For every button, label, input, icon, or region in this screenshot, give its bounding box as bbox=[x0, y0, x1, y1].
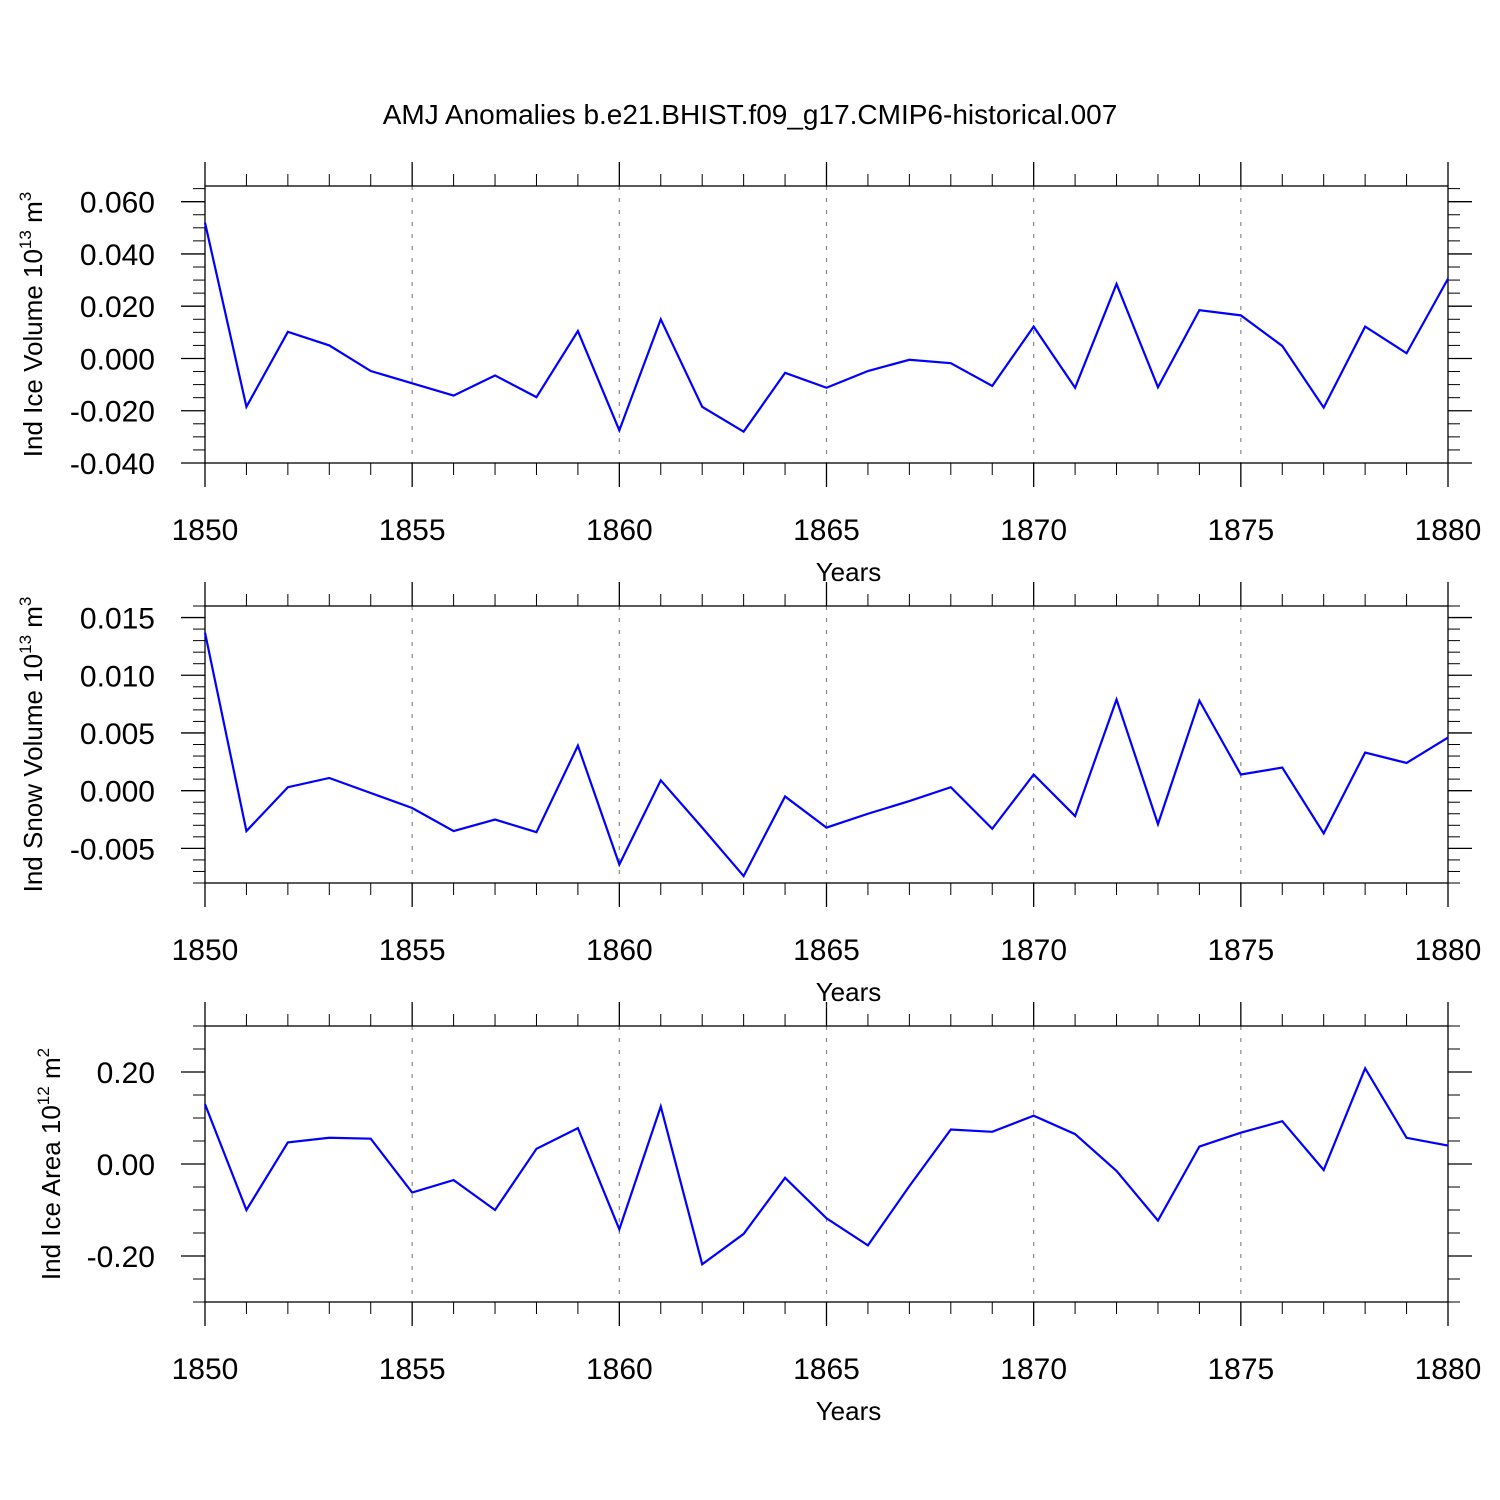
x-tick-label: 1850 bbox=[172, 934, 239, 967]
x-tick-label: 1875 bbox=[1207, 1353, 1274, 1386]
x-axis-label: Years bbox=[816, 977, 882, 1007]
x-tick-label: 1865 bbox=[793, 934, 860, 967]
series-line bbox=[203, 222, 1449, 434]
x-tick-label: 1875 bbox=[1207, 514, 1274, 547]
y-tick-label: 0.20 bbox=[97, 1057, 155, 1090]
y-axis-label: Ind Ice Area 1012 m2 bbox=[34, 1048, 66, 1280]
x-tick-label: 1880 bbox=[1415, 934, 1482, 967]
x-tick-label: 1850 bbox=[172, 1353, 239, 1386]
y-tick-label: 0.040 bbox=[80, 239, 155, 272]
x-axis-label: Years bbox=[816, 557, 882, 587]
figure-title: AMJ Anomalies b.e21.BHIST.f09_g17.CMIP6-… bbox=[383, 99, 1118, 130]
x-tick-label: 1880 bbox=[1415, 1353, 1482, 1386]
y-tick-label: 0.020 bbox=[80, 291, 155, 324]
x-axis-label: Years bbox=[816, 1396, 882, 1426]
x-tick-label: 1870 bbox=[1000, 934, 1067, 967]
y-tick-label: 0.010 bbox=[80, 660, 155, 693]
y-tick-label: 0.000 bbox=[80, 776, 155, 809]
y-tick-label: 0.015 bbox=[80, 603, 155, 636]
y-tick-label: -0.040 bbox=[70, 448, 155, 481]
x-tick-label: 1855 bbox=[379, 1353, 446, 1386]
y-axis-label: Ind Ice Volume 1013 m3 bbox=[16, 192, 48, 457]
y-tick-label: 0.00 bbox=[97, 1149, 155, 1182]
panel-ice-volume: 1850 1855 1860 1865 1870 1875 1880 -0.040 -0.020… bbox=[16, 162, 1481, 587]
x-tick-label: 1875 bbox=[1207, 934, 1274, 967]
x-tick-label: 1860 bbox=[586, 934, 653, 967]
y-tick-label: -0.20 bbox=[87, 1241, 155, 1274]
panel-snow-volume: 1850 1855 1860 1865 1870 1875 1880 -0.005 0.000 0… bbox=[16, 582, 1481, 1007]
series-line bbox=[203, 632, 1449, 879]
x-tick-label: 1865 bbox=[793, 514, 860, 547]
x-tick-label: 1865 bbox=[793, 1353, 860, 1386]
x-tick-label: 1855 bbox=[379, 514, 446, 547]
x-tick-label: 1860 bbox=[586, 514, 653, 547]
y-tick-label: 0.000 bbox=[80, 343, 155, 376]
y-axis-label: Ind Snow Volume 1013 m3 bbox=[16, 597, 48, 893]
panel-ice-area: 1850 1855 1860 1865 1870 1875 1880 -0.20 0.00 0.2… bbox=[34, 1002, 1481, 1426]
x-tick-label: 1880 bbox=[1415, 514, 1482, 547]
x-tick-label: 1870 bbox=[1000, 514, 1067, 547]
y-tick-label: 0.005 bbox=[80, 718, 155, 751]
x-tick-label: 1860 bbox=[586, 1353, 653, 1386]
plot-frame bbox=[204, 605, 1449, 884]
series-line bbox=[203, 1065, 1449, 1267]
y-tick-label: -0.005 bbox=[70, 833, 155, 866]
x-tick-label: 1850 bbox=[172, 514, 239, 547]
panels: 1850 1855 1860 1865 1870 1875 1880 -0.040 -0.020… bbox=[16, 162, 1481, 1426]
x-tick-label: 1870 bbox=[1000, 1353, 1067, 1386]
y-tick-label: -0.020 bbox=[70, 396, 155, 429]
x-tick-label: 1855 bbox=[379, 934, 446, 967]
y-tick-label: 0.060 bbox=[80, 187, 155, 220]
plot-frame bbox=[204, 185, 1449, 464]
